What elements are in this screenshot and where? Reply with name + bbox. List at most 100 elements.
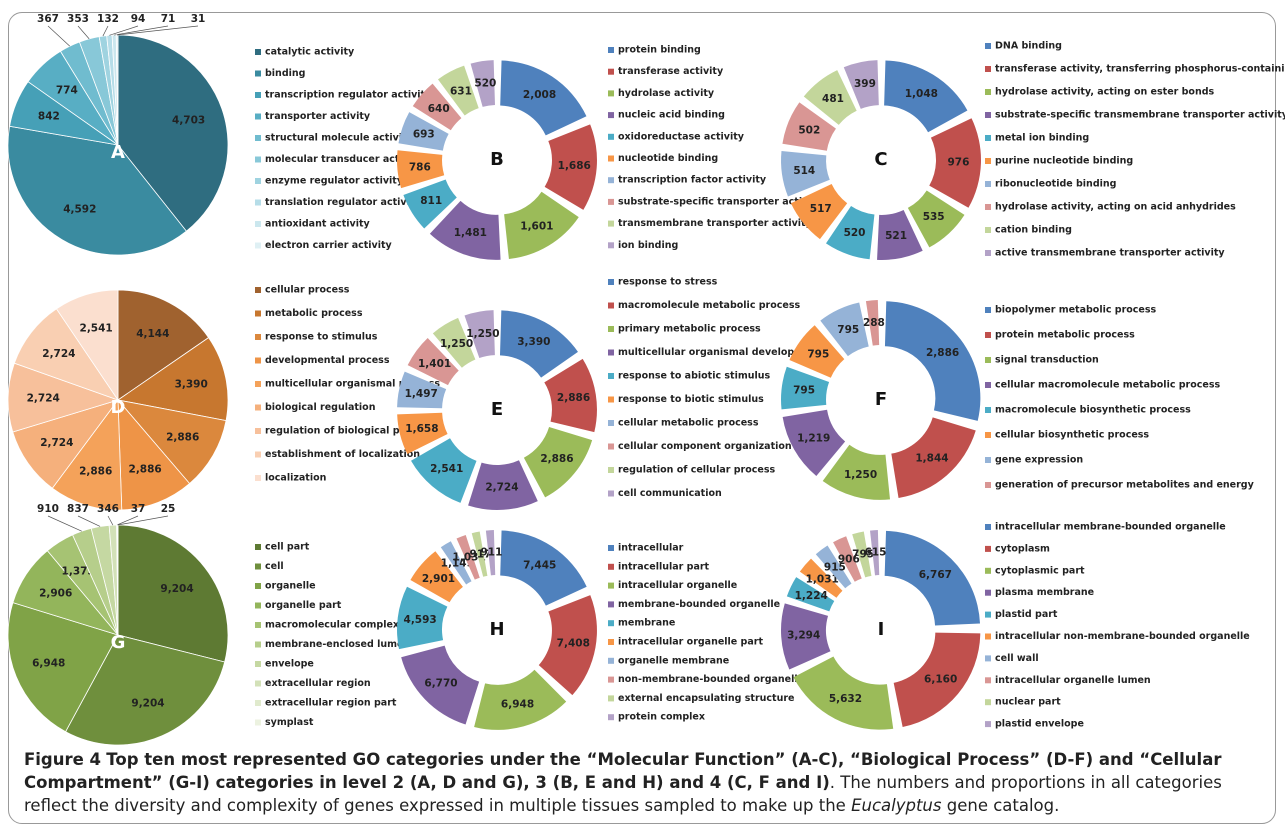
value-label: 2,886	[557, 392, 590, 404]
value-label: 1,401	[418, 358, 451, 370]
legend-swatch	[985, 633, 991, 640]
legend-label: enzyme regulator activity	[265, 176, 404, 187]
value-label: 346	[97, 503, 119, 515]
donut-segment	[852, 531, 872, 578]
donut-segment	[504, 191, 579, 260]
legend-label: intracellular organelle lumen	[995, 675, 1151, 686]
legend-swatch	[608, 302, 614, 309]
legend-label: membrane	[618, 618, 675, 629]
legend-label: cytoplasm	[995, 543, 1050, 554]
value-label: 3,390	[517, 336, 550, 348]
donut-segment	[407, 337, 459, 386]
legend-label: oxidoreductase activity	[618, 131, 745, 142]
value-label: 693	[413, 129, 435, 141]
legend-swatch	[985, 721, 991, 728]
donut-segment	[437, 65, 479, 116]
legend-swatch	[608, 112, 614, 119]
legend-label: nuclear part	[995, 697, 1061, 708]
value-label: 631	[450, 85, 472, 97]
donut-segment	[781, 366, 830, 410]
legend-swatch	[255, 221, 261, 227]
legend-label: hydrolase activity	[618, 88, 715, 99]
legend-swatch	[255, 310, 261, 317]
legend-label: metabolic process	[265, 308, 363, 319]
pie-slice	[65, 634, 226, 745]
legend-swatch	[608, 279, 614, 285]
legend-swatch	[608, 545, 614, 551]
legend-label: multicellular organismal development	[618, 347, 822, 358]
donut-segment	[793, 656, 894, 730]
value-label: 520	[474, 77, 496, 89]
value-label: 288	[863, 317, 885, 329]
donut-segment	[474, 669, 567, 730]
chart-letter: H	[489, 619, 504, 640]
legend-swatch	[255, 381, 261, 387]
donut-segment	[500, 60, 587, 136]
donut-segment	[884, 530, 981, 626]
value-label: 2,886	[540, 453, 573, 465]
legend-swatch	[608, 373, 614, 379]
value-label: 1,048	[905, 88, 938, 100]
legend-label: response to abiotic stimulus	[618, 371, 771, 382]
donut-segment	[397, 150, 445, 189]
legend-swatch	[255, 199, 261, 206]
legend-swatch	[608, 420, 614, 426]
pie-slice	[117, 289, 210, 401]
legend-label: binding	[265, 68, 305, 79]
value-label: 521	[885, 230, 907, 242]
pie-slice	[12, 399, 120, 489]
value-label: 2,886	[166, 432, 199, 444]
legend-label: organelle	[265, 581, 316, 592]
legend-label: extracellular region	[265, 678, 371, 689]
leader-line	[116, 515, 139, 526]
value-label: 37	[131, 503, 146, 515]
donut-segment	[401, 645, 480, 725]
legend-label: primary metabolic process	[618, 324, 761, 335]
value-label: 1,497	[405, 388, 438, 400]
value-label: 2,724	[485, 481, 518, 493]
value-label: 837	[67, 503, 89, 515]
legend-label: plasma membrane	[995, 587, 1094, 598]
legend-label: cellular biosynthetic process	[995, 430, 1149, 441]
donut-segment	[499, 310, 578, 378]
leader-line	[47, 515, 82, 532]
value-label: 1,250	[844, 469, 877, 481]
pie-slice	[7, 362, 120, 433]
value-label: 9,204	[131, 698, 164, 710]
donut-segment	[833, 536, 862, 582]
legend-swatch	[985, 250, 991, 256]
donut-segment	[410, 551, 463, 603]
legend-swatch	[985, 66, 991, 72]
value-label: 1,031	[806, 573, 839, 585]
legend-swatch	[255, 661, 261, 667]
legend-swatch	[985, 482, 991, 488]
value-label: 917	[470, 548, 492, 560]
legend-label: translation regulator activity	[265, 197, 421, 208]
leader-line	[117, 25, 199, 36]
chart-grid: 4,703 4,592 842 774 367 353 132 94 71 31 Acatalyti…	[7, 13, 1285, 745]
legend-swatch	[255, 583, 261, 589]
legend-swatch	[255, 641, 261, 648]
value-label: 71	[161, 13, 176, 25]
legend-swatch	[985, 89, 991, 95]
legend-swatch	[608, 676, 614, 683]
value-label: 6,948	[501, 699, 534, 711]
value-label: 2,724	[42, 348, 75, 360]
legend-swatch	[608, 467, 614, 473]
pie-slice	[116, 399, 227, 485]
donut-segment	[782, 102, 836, 151]
legend-swatch	[608, 177, 614, 184]
legend-swatch	[985, 204, 991, 210]
value-label: 132	[97, 13, 119, 25]
legend-swatch	[608, 714, 614, 721]
legend-label: organelle membrane	[618, 655, 729, 666]
legend-swatch	[255, 544, 261, 550]
legend-swatch	[608, 563, 614, 570]
legend-label: response to biotic stimulus	[618, 394, 764, 405]
legend-swatch	[985, 227, 991, 233]
value-label: 1,686	[558, 160, 591, 172]
pie-slice	[117, 524, 119, 636]
donut-segment	[884, 301, 981, 421]
donut-segment	[781, 151, 830, 197]
figure-label: Figure 4	[24, 750, 102, 769]
